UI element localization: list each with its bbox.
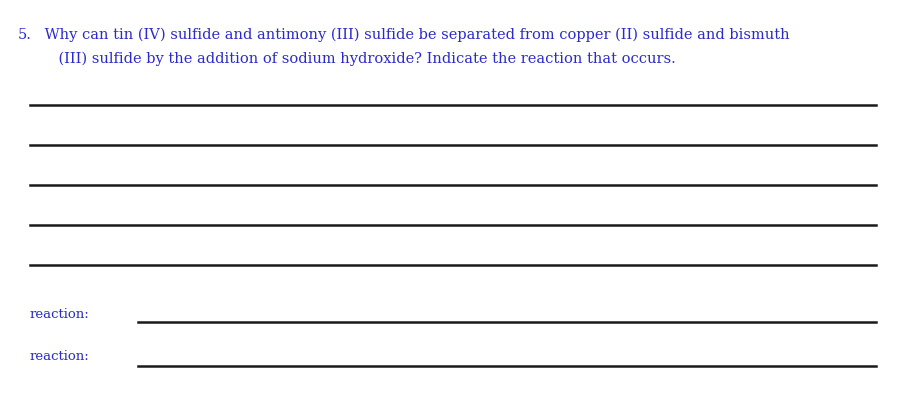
- Text: Why can tin (IV) sulfide and antimony (III) sulfide be separated from copper (II: Why can tin (IV) sulfide and antimony (I…: [40, 28, 790, 42]
- Text: 5.: 5.: [18, 28, 32, 42]
- Text: (III) sulfide by the addition of sodium hydroxide? Indicate the reaction that oc: (III) sulfide by the addition of sodium …: [40, 52, 676, 66]
- Text: reaction:: reaction:: [30, 308, 90, 321]
- Text: reaction:: reaction:: [30, 350, 90, 363]
